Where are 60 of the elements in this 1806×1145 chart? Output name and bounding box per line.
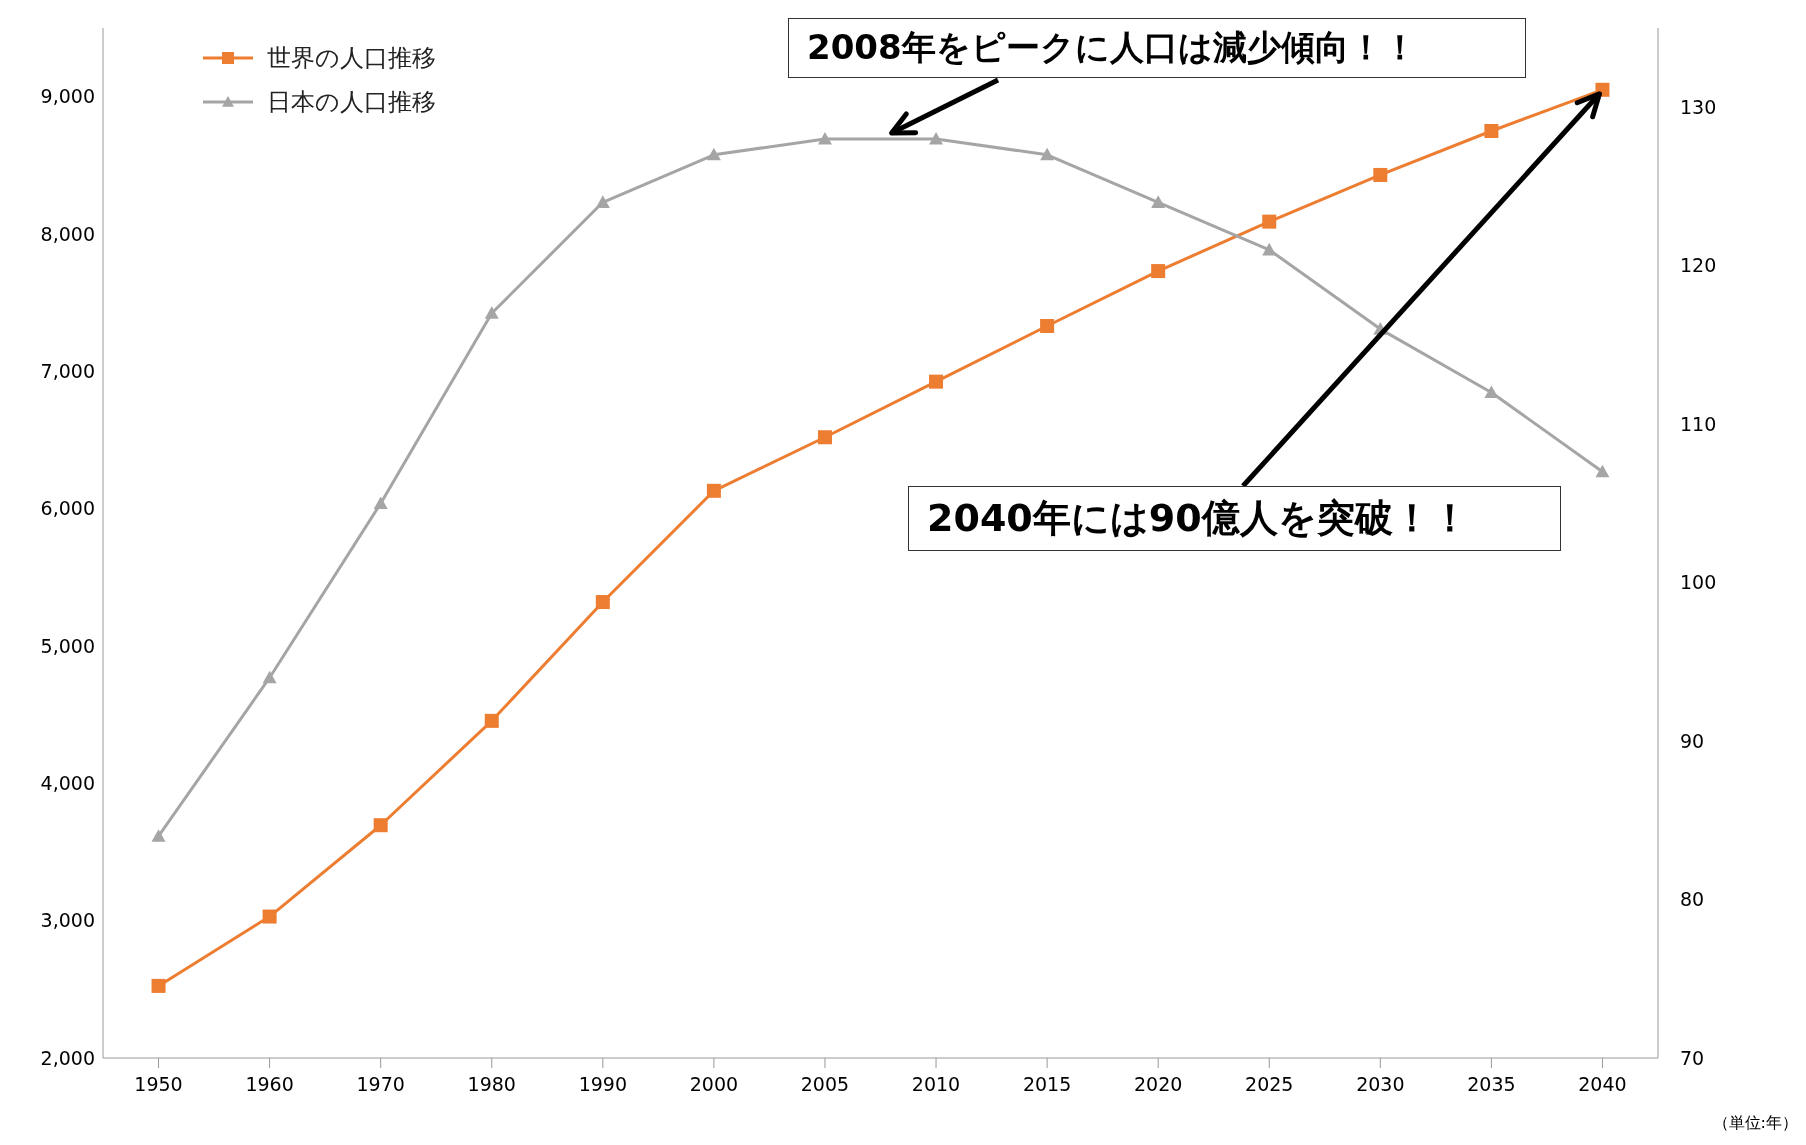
point [929,374,944,389]
x-tick-label: 1970 [356,1073,405,1096]
x-tick-label: 1950 [134,1073,183,1096]
x-tick-label: 1960 [245,1073,294,1096]
point [262,670,277,684]
y2-tick-label: 70 [1680,1046,1705,1069]
y-tick-label: 8,000 [40,222,95,245]
point [1373,167,1388,182]
x-tick-label: 2005 [800,1073,850,1096]
point [929,131,944,145]
x-tick-label: 1980 [467,1073,516,1096]
point [817,131,832,145]
y2-tick-label: 130 [1680,95,1717,118]
point [1484,385,1499,399]
y-tick-label: 5,000 [40,634,95,657]
point [1040,147,1055,161]
x-tick-label: 2035 [1467,1073,1516,1096]
text-box: 2040年には90億人を突破！！ [908,486,1561,551]
point [1595,464,1610,478]
point [595,595,610,610]
point [1484,124,1499,138]
y2-tick-label: 120 [1680,254,1717,277]
text: （単位:年） [1712,1113,1798,1134]
x-tick-label: 2015 [1022,1073,1072,1096]
x-tick-label: 1990 [578,1073,627,1096]
x-tick-label: 2020 [1134,1073,1183,1096]
y2-tick-label: 90 [1680,729,1705,752]
point [262,909,277,924]
point [151,829,166,842]
y2-tick-label: 100 [1680,571,1717,594]
point [595,195,610,208]
y-tick-label: 9,000 [40,85,95,108]
point [706,483,721,498]
point [1262,214,1277,229]
text-box: 2008年をピークに人口は減少傾向！！ [788,18,1526,78]
y-tick-label: 7,000 [40,360,95,383]
point [817,430,832,445]
y-tick-label: 6,000 [40,497,95,520]
x-tick-label: 2025 [1245,1073,1294,1096]
point [706,147,721,161]
point [484,306,499,319]
point [151,978,166,993]
point [1262,242,1277,256]
x-tick-label: 2040 [1578,1073,1627,1096]
point [1040,319,1055,334]
x-tick-label: 2000 [689,1073,739,1096]
y2-tick-label: 110 [1680,412,1717,435]
y-tick-label: 2,000 [40,1046,95,1069]
point [1151,195,1166,208]
y-tick-label: 4,000 [40,772,95,795]
point [373,818,388,833]
y-tick-label: 3,000 [40,909,95,932]
y2-tick-label: 80 [1680,888,1705,911]
legend-label: 日本の人口推移 [267,87,436,118]
point [373,496,388,509]
legend-label: 世界の人口推移 [267,43,436,74]
x-tick-label: 2010 [911,1073,961,1096]
x-tick-label: 2030 [1356,1073,1405,1096]
point [484,713,499,728]
point [1151,264,1166,279]
